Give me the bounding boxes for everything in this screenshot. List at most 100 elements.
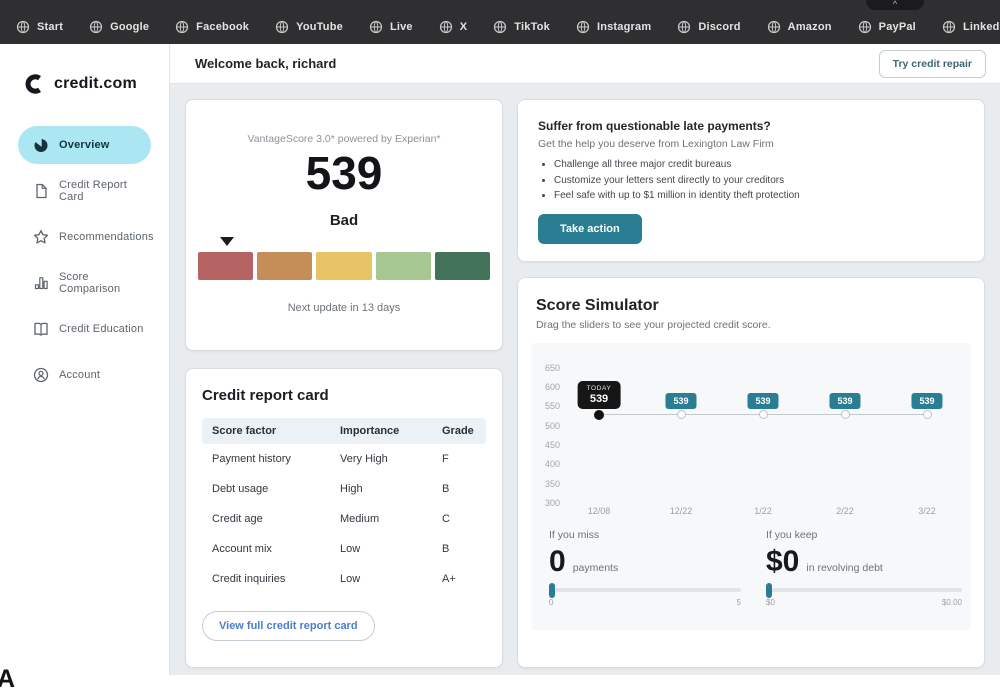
projected-data-point xyxy=(922,410,932,419)
credit-score-value: 539 xyxy=(305,147,383,199)
grade-cell: B xyxy=(442,483,450,495)
bookmark-discord[interactable]: Discord xyxy=(677,20,740,34)
table-row: Payment history Very High F xyxy=(202,444,486,474)
table-row: Credit inquiries Low A+ xyxy=(202,564,486,594)
y-axis-tick: 400 xyxy=(545,459,561,469)
slider-condition-label: If you miss xyxy=(549,529,600,541)
book-icon xyxy=(34,322,48,336)
bookmark-x[interactable]: X xyxy=(439,20,468,34)
y-axis-tick: 450 xyxy=(545,440,561,450)
welcome-heading: Welcome back, richard xyxy=(195,56,337,71)
bottom-strip: A xyxy=(0,665,1000,697)
importance-cell: Very High xyxy=(340,453,388,465)
sidebar-item-label: Overview xyxy=(59,139,110,151)
sidebar-item-credit-report-card[interactable]: Credit Report Card xyxy=(18,172,151,210)
bookmark-live[interactable]: Live xyxy=(369,20,413,34)
pie-chart-icon xyxy=(33,137,49,153)
bookmark-youtube[interactable]: YouTube xyxy=(275,20,343,34)
table-header-row: Score factor Importance Grade xyxy=(202,418,486,444)
bookmark-google[interactable]: Google xyxy=(89,20,149,34)
today-label: TODAY xyxy=(586,385,612,392)
star-icon xyxy=(33,230,49,244)
table-row: Account mix Low B xyxy=(202,534,486,564)
revolving-debt-slider-thumb[interactable] xyxy=(766,582,772,598)
promo-subtitle: Get the help you deserve from Lexington … xyxy=(538,138,774,150)
x-axis-tick: 2/22 xyxy=(836,506,854,516)
take-action-button[interactable]: Take action xyxy=(538,213,642,244)
score-provider-label: VantageScore 3.0* powered by Experian* xyxy=(247,133,441,145)
column-header: Grade xyxy=(442,425,474,437)
today-data-point xyxy=(594,410,604,420)
bookmark-linkedin[interactable]: Linkedin xyxy=(942,20,1000,34)
projected-score-badge: 539 xyxy=(665,393,697,409)
slider-unit-label: payments xyxy=(572,562,619,574)
person-icon xyxy=(33,367,49,383)
slider-value: $0 xyxy=(766,545,800,578)
column-header: Importance xyxy=(340,425,400,437)
x-axis-tick: 12/22 xyxy=(669,506,693,516)
projected-score-badge: 539 xyxy=(829,393,861,409)
missed-payments-slider-group: If you miss 0 payments 0 5 xyxy=(549,529,741,607)
sidebar-item-credit-education[interactable]: Credit Education xyxy=(18,310,151,348)
band-segment-bad xyxy=(198,252,254,280)
projected-data-point xyxy=(676,410,686,419)
lexington-law-promo-card: Suffer from questionable late payments? … xyxy=(517,99,985,262)
grade-cell: A+ xyxy=(442,573,456,585)
globe-icon xyxy=(89,20,103,34)
x-axis-tick: 1/22 xyxy=(754,506,772,516)
sidebar-item-overview[interactable]: Overview xyxy=(18,126,151,164)
band-segment-poor xyxy=(257,252,313,280)
view-full-report-button[interactable]: View full credit report card xyxy=(202,611,375,641)
sidebar: credit.com Overview Credit Report Card R… xyxy=(0,44,170,675)
toolbar-collapse-caret[interactable]: ^ xyxy=(866,0,924,10)
revolving-debt-slider-track[interactable] xyxy=(766,582,962,598)
bookmark-tiktok[interactable]: TikTok xyxy=(493,20,550,34)
missed-payments-slider-thumb[interactable] xyxy=(549,582,555,598)
credit-report-card: Credit report card Score factor Importan… xyxy=(185,368,503,668)
try-credit-repair-button[interactable]: Try credit repair xyxy=(878,49,986,78)
simulator-chart-panel: 650 600 550 500 450 400 350 300 TODAY 53… xyxy=(531,343,971,630)
x-axis-tick: 12/08 xyxy=(587,506,611,516)
slider-min-label: $0 xyxy=(766,598,775,607)
sidebar-item-score-comparison[interactable]: Score Comparison xyxy=(18,264,151,302)
bookmarks-bar: ^ Start Google Facebook YouTube Live X T… xyxy=(0,0,1000,44)
factor-cell: Debt usage xyxy=(212,483,269,495)
sidebar-item-label: Credit Report Card xyxy=(59,179,128,203)
missed-payments-slider-track[interactable] xyxy=(549,582,741,598)
bookmark-start[interactable]: Start xyxy=(16,20,63,34)
promo-title: Suffer from questionable late payments? xyxy=(538,119,771,133)
globe-icon xyxy=(678,20,691,34)
bookmark-amazon[interactable]: Amazon xyxy=(767,20,832,34)
main-content: Welcome back, richard Try credit repair … xyxy=(170,44,1000,675)
watermark-artifact: A xyxy=(0,665,16,693)
globe-icon xyxy=(494,20,507,34)
simulator-title: Score Simulator xyxy=(536,297,659,314)
factor-cell: Credit age xyxy=(212,513,263,525)
logo-text: credit.com xyxy=(54,75,137,92)
simulator-subtitle: Drag the sliders to see your projected c… xyxy=(536,319,771,331)
table-row: Debt usage High B xyxy=(202,474,486,504)
projected-score-badge: 539 xyxy=(747,393,779,409)
bookmark-instagram[interactable]: Instagram xyxy=(576,20,651,34)
revolving-debt-slider-group: If you keep $0 in revolving debt $0 $0.0… xyxy=(766,529,962,607)
globe-icon xyxy=(576,20,590,34)
grade-cell: C xyxy=(442,513,450,525)
y-axis-tick: 350 xyxy=(545,479,561,489)
bookmark-facebook[interactable]: Facebook xyxy=(175,20,249,34)
grade-cell: B xyxy=(442,543,450,555)
credit-com-logo: credit.com xyxy=(0,72,169,96)
sidebar-item-recommendations[interactable]: Recommendations xyxy=(18,218,154,256)
importance-cell: High xyxy=(340,483,363,495)
score-factors-table: Score factor Importance Grade Payment hi… xyxy=(202,418,486,594)
sidebar-item-account[interactable]: Account xyxy=(18,356,151,394)
grade-cell: F xyxy=(442,453,449,465)
score-range-band xyxy=(198,252,491,280)
next-update-label: Next update in 13 days xyxy=(287,302,401,314)
importance-cell: Low xyxy=(340,573,361,585)
importance-cell: Low xyxy=(340,543,361,555)
globe-icon xyxy=(439,20,452,34)
x-axis-tick: 3/22 xyxy=(918,506,936,516)
bookmark-paypal[interactable]: PayPal xyxy=(858,20,916,34)
score-position-marker-icon xyxy=(220,237,234,246)
